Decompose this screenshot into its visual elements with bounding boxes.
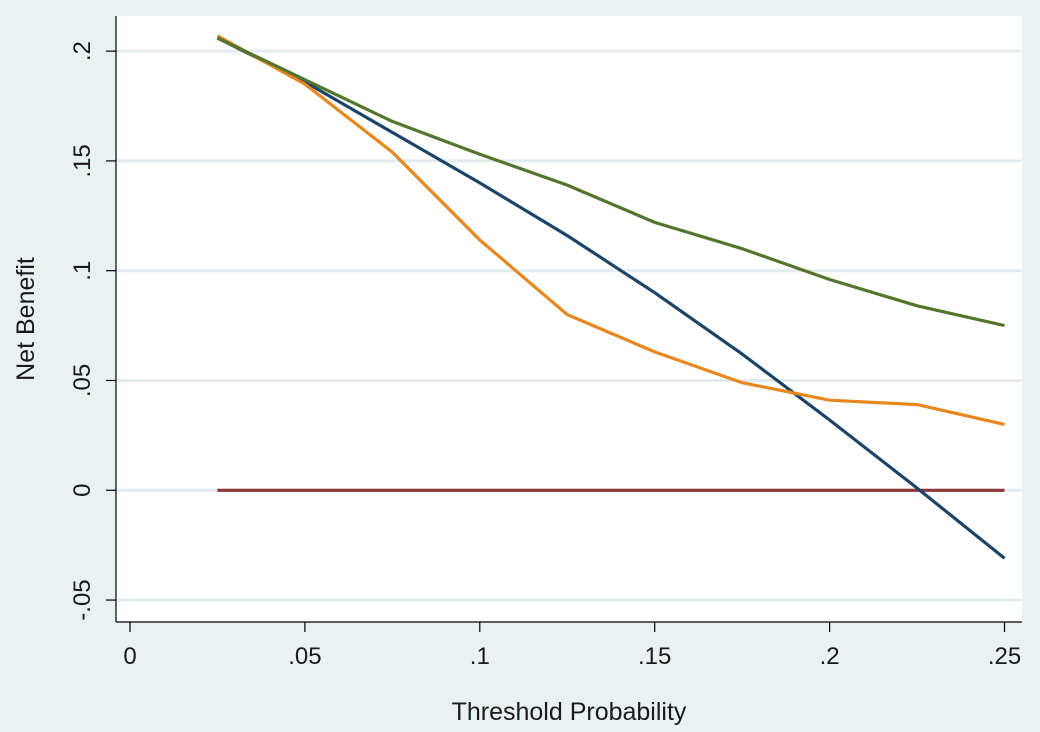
series-line-2: [216, 34, 1005, 426]
y-tick-label: .2: [69, 41, 96, 61]
axes: [115, 16, 1022, 623]
x-tick-label: 0: [123, 643, 136, 670]
x-tick-label: .1: [470, 643, 490, 670]
y-ticks: -.05 0 .05 .1 .15 .2: [69, 41, 116, 621]
y-tick-label: .15: [69, 144, 96, 177]
plot-area: [116, 16, 1022, 622]
x-ticks: 0 .05 .1 .15 .2 .25: [123, 622, 1021, 670]
y-axis-label: Net Benefit: [12, 257, 40, 381]
series-line-3: [216, 36, 1005, 328]
y-tick-label: .1: [69, 261, 96, 281]
x-tick-label: .15: [638, 643, 671, 670]
y-tick-label: -.05: [69, 579, 96, 620]
y-tick-label: .05: [69, 364, 96, 397]
x-tick-label: .05: [288, 643, 321, 670]
x-tick-label: .25: [988, 643, 1021, 670]
x-axis-label: Threshold Probability: [452, 698, 687, 726]
x-tick-label: .2: [820, 643, 840, 670]
series-line-1: [216, 36, 1006, 560]
series-lines: [216, 34, 1006, 560]
y-tick-label: 0: [69, 484, 96, 497]
